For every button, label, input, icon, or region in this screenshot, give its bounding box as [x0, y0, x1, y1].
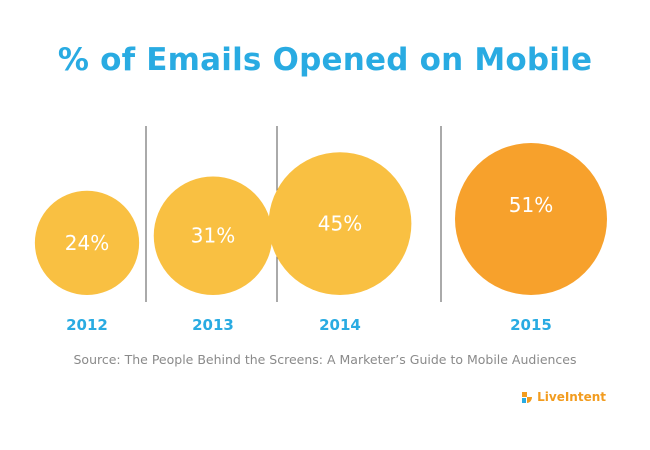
bubble-2015	[455, 143, 607, 295]
source-note: Source: The People Behind the Screens: A…	[0, 352, 650, 367]
value-label-2014: 45%	[318, 212, 362, 236]
category-label-2013: 2013	[192, 316, 234, 334]
brand-logo: LiveIntent	[521, 390, 606, 404]
category-label-2014: 2014	[319, 316, 361, 334]
value-label-2015: 51%	[509, 193, 553, 217]
liveintent-logo-icon	[521, 391, 533, 404]
category-label-2012: 2012	[66, 316, 108, 334]
category-label-2015: 2015	[510, 316, 552, 334]
value-label-2013: 31%	[191, 224, 235, 248]
value-label-2012: 24%	[65, 231, 109, 255]
brand-name: LiveIntent	[537, 390, 606, 404]
